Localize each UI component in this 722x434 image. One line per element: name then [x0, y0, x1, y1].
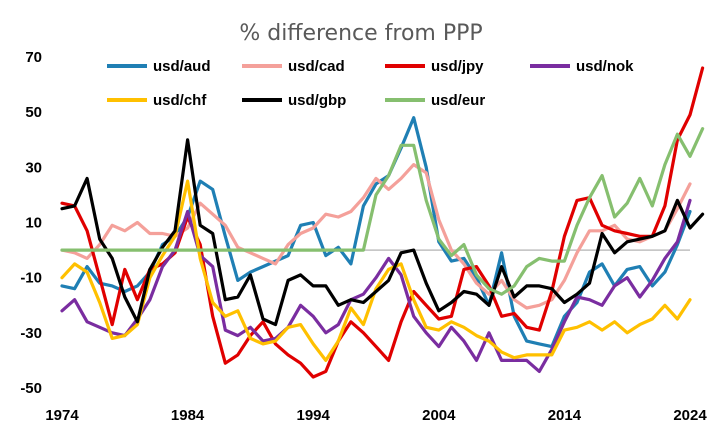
- x-tick-label: 2004: [422, 407, 456, 424]
- x-axis-labels: 1974 1984 1994 2004 2014 2024: [45, 407, 707, 424]
- series-line-usd-eur: [60, 127, 705, 296]
- legend-label: usd/chf: [153, 92, 207, 109]
- chart-title: % difference from PPP: [239, 21, 482, 46]
- legend-label: usd/gbp: [288, 92, 346, 109]
- series-line-usd-nok: [60, 198, 692, 373]
- legend-item-usd-cad: usd/cad: [242, 58, 345, 75]
- legend-item-usd-jpy: usd/jpy: [385, 58, 484, 75]
- x-tick-label: 2024: [673, 407, 707, 424]
- legend-item-usd-nok: usd/nok: [530, 58, 634, 75]
- y-tick-label: 70: [25, 49, 42, 66]
- x-tick-label: 1984: [171, 407, 205, 424]
- y-axis-labels: 70 50 30 10 -10 -30 -50: [20, 49, 42, 397]
- y-tick-label: 50: [25, 104, 42, 121]
- y-tick-label: 30: [25, 159, 42, 176]
- legend-item-usd-eur: usd/eur: [385, 92, 485, 109]
- x-tick-label: 1994: [297, 407, 331, 424]
- plot-lines: [60, 66, 705, 379]
- y-tick-label: -50: [20, 380, 42, 397]
- legend-label: usd/aud: [153, 58, 211, 75]
- y-tick-label: -10: [20, 270, 42, 287]
- y-tick-label: -30: [20, 325, 42, 342]
- legend-item-usd-gbp: usd/gbp: [242, 92, 346, 109]
- legend-label: usd/eur: [431, 92, 485, 109]
- legend-label: usd/jpy: [431, 58, 484, 75]
- series-line-usd-jpy: [60, 66, 705, 379]
- legend: usd/aud usd/cad usd/jpy usd/nok usd/chf usd/g…: [107, 58, 634, 109]
- x-tick-label: 2014: [548, 407, 582, 424]
- x-tick-label: 1974: [45, 407, 79, 424]
- legend-item-usd-chf: usd/chf: [107, 92, 207, 109]
- legend-item-usd-aud: usd/aud: [107, 58, 211, 75]
- series-line-usd-cad: [60, 163, 692, 310]
- legend-label: usd/nok: [576, 58, 634, 75]
- series-line-usd-gbp: [60, 138, 705, 327]
- legend-label: usd/cad: [288, 58, 345, 75]
- y-tick-label: 10: [25, 215, 42, 232]
